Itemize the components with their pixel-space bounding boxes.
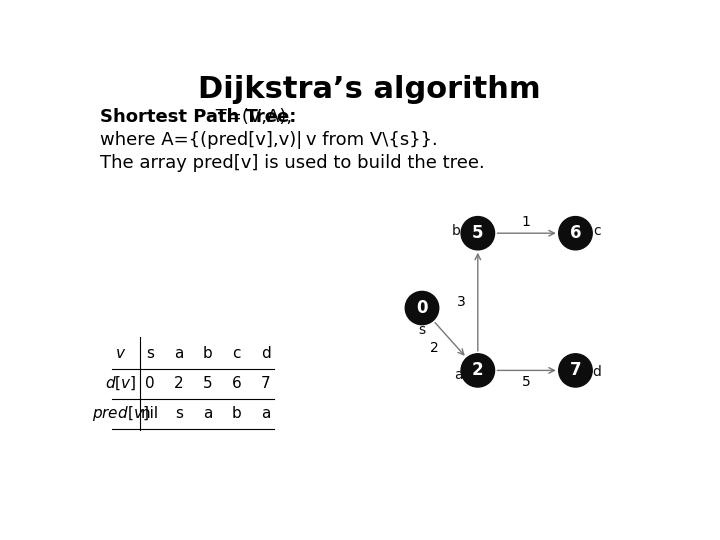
Text: 5: 5 — [203, 376, 212, 391]
Text: 6: 6 — [570, 224, 581, 242]
Text: s: s — [145, 346, 153, 361]
Text: 5: 5 — [472, 224, 484, 242]
Text: 6: 6 — [232, 376, 242, 391]
Text: c: c — [233, 346, 241, 361]
Text: 2: 2 — [174, 376, 184, 391]
Text: 7: 7 — [570, 361, 581, 380]
Text: b: b — [203, 346, 212, 361]
Text: T=(V,A),: T=(V,A), — [210, 109, 292, 126]
Text: a: a — [203, 406, 212, 421]
Text: b: b — [232, 406, 242, 421]
Text: 1: 1 — [522, 214, 531, 228]
Text: a: a — [174, 346, 184, 361]
Text: 7: 7 — [261, 376, 271, 391]
Ellipse shape — [559, 354, 593, 387]
Text: The array pred[v] is used to build the tree.: The array pred[v] is used to build the t… — [100, 154, 485, 172]
Text: d: d — [261, 346, 271, 361]
Text: 2: 2 — [472, 361, 484, 380]
Ellipse shape — [461, 217, 495, 250]
Text: $pred[v]$: $pred[v]$ — [92, 404, 149, 423]
Text: b: b — [452, 224, 461, 238]
Text: s: s — [175, 406, 183, 421]
Text: nil: nil — [140, 406, 159, 421]
Text: s: s — [418, 323, 426, 337]
Text: v: v — [116, 346, 125, 361]
Ellipse shape — [405, 292, 438, 325]
Text: 2: 2 — [431, 341, 439, 355]
Text: a: a — [261, 406, 271, 421]
Text: Dijkstra’s algorithm: Dijkstra’s algorithm — [198, 75, 540, 104]
Text: Shortest Path Tree:: Shortest Path Tree: — [100, 109, 297, 126]
Ellipse shape — [461, 354, 495, 387]
Text: c: c — [593, 224, 600, 238]
Text: where A={(pred[v],v)| v from V\{s}}.: where A={(pred[v],v)| v from V\{s}}. — [100, 131, 438, 150]
Text: d: d — [593, 366, 601, 380]
Text: 3: 3 — [456, 295, 465, 309]
Text: $d[v]$: $d[v]$ — [105, 375, 136, 393]
Text: 0: 0 — [416, 299, 428, 317]
Text: 5: 5 — [522, 375, 531, 389]
Text: 0: 0 — [145, 376, 155, 391]
Text: a: a — [454, 368, 462, 382]
Ellipse shape — [559, 217, 593, 250]
